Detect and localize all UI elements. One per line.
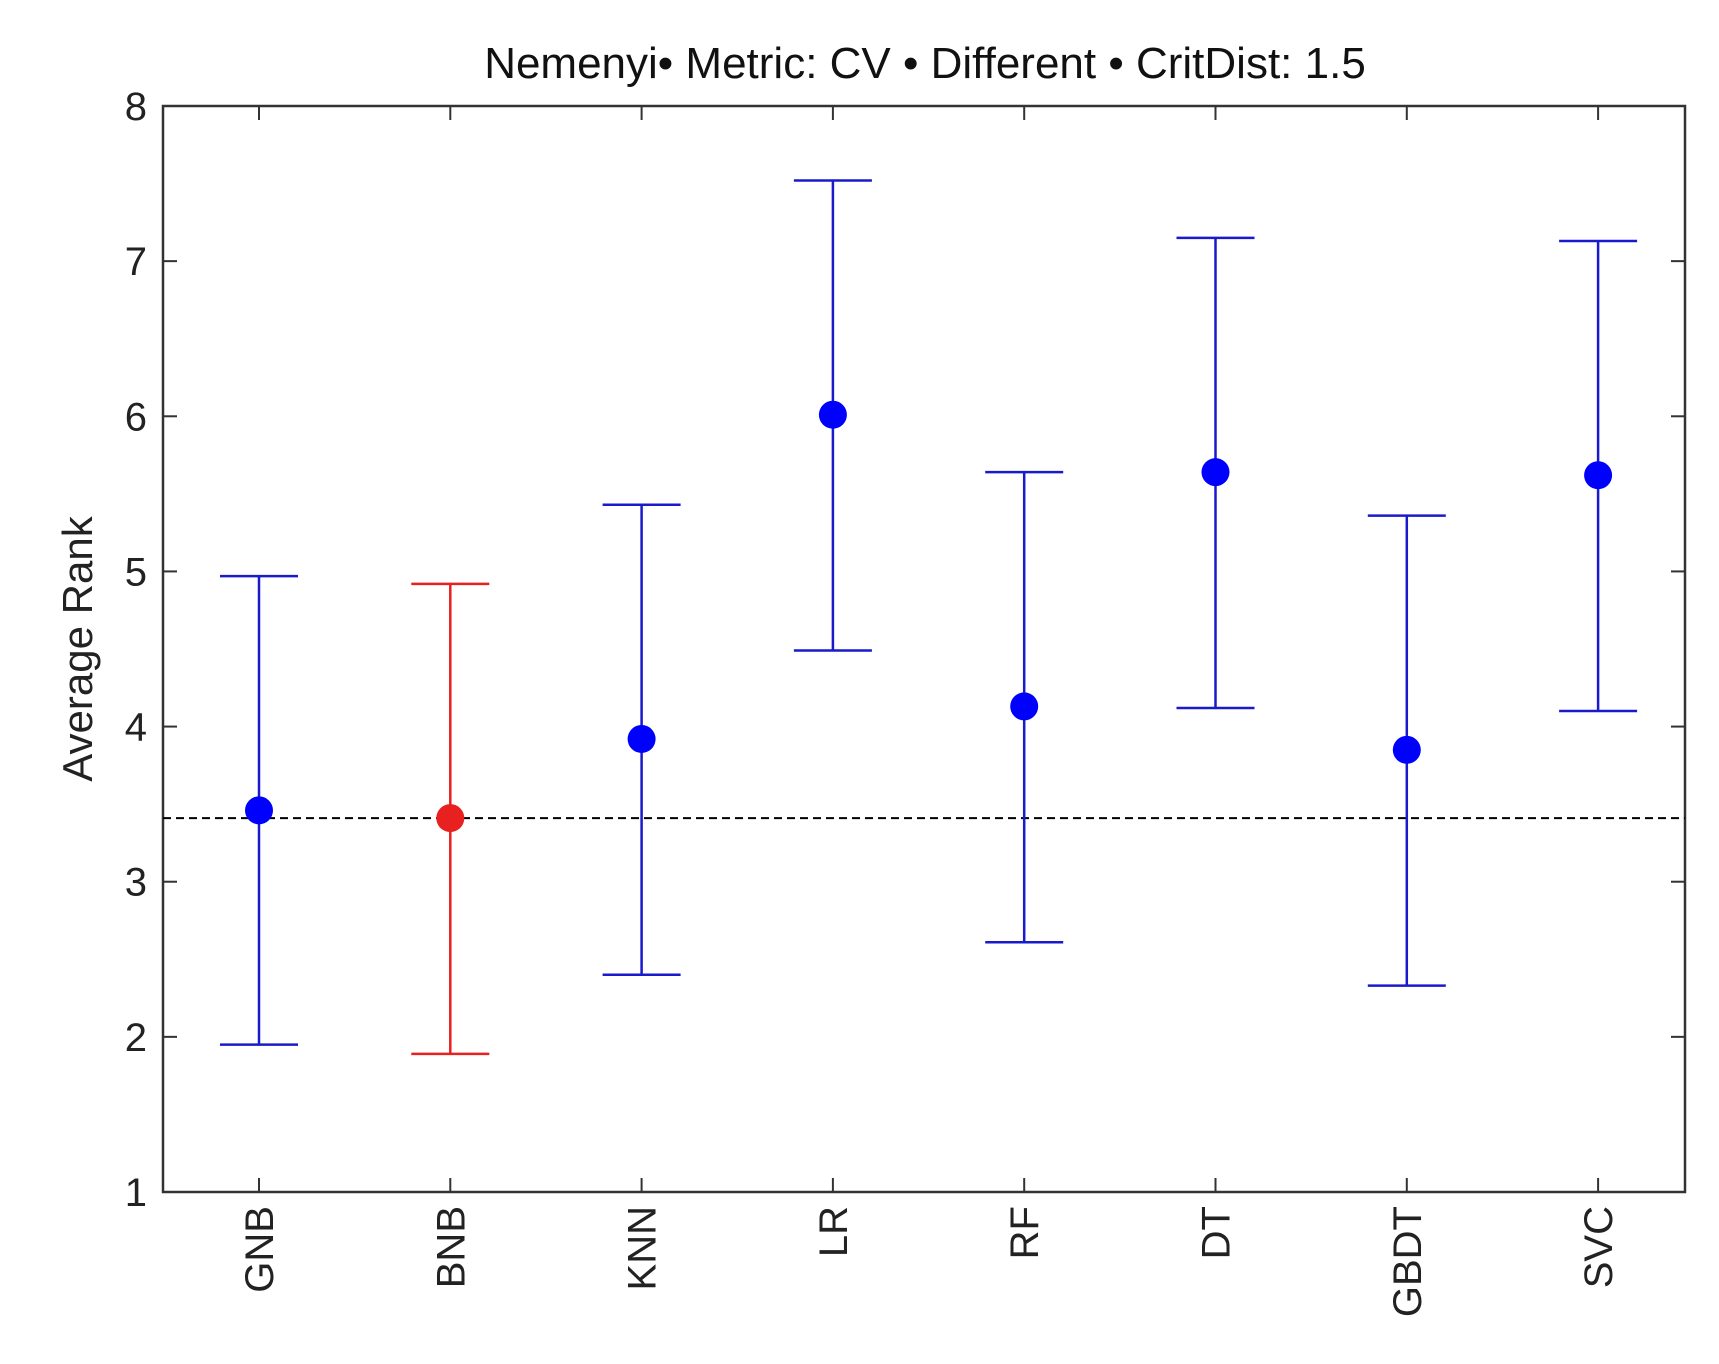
x-tick-label: KNN [621,1206,665,1290]
x-tick-label: GNB [238,1206,282,1293]
y-tick-label: 1 [125,1171,147,1215]
mean-markers [245,400,1613,833]
x-tick-label: SVC [1577,1206,1621,1288]
x-tick-label: RF [1003,1206,1047,1259]
x-tick-label: LR [812,1206,856,1257]
y-tick-label: 8 [125,85,147,129]
plot-area [161,104,1687,1194]
mean-marker [1584,461,1613,490]
x-tick-label: DT [1195,1206,1239,1259]
y-tick-label: 4 [125,706,147,750]
mean-marker [627,724,656,753]
mean-marker [1392,735,1421,764]
y-tick-label: 3 [125,861,147,905]
mean-marker [436,804,465,833]
y-tick-labels: 1 2 3 4 5 6 7 8 [125,85,147,1215]
y-tick-label: 5 [125,550,147,594]
mean-marker [245,796,273,825]
mean-marker [1201,458,1230,487]
mean-marker [1010,692,1039,721]
y-axis-label: Average Rank [54,515,101,781]
mean-marker [818,400,847,429]
y-tick-label: 7 [125,240,147,284]
x-tick-label: GBDT [1386,1206,1430,1317]
y-tick-label: 6 [125,395,147,439]
x-tick-label: BNB [429,1206,473,1288]
x-tick-labels: GNB BNB KNN LR RF DT GBDT SVC [238,1206,1621,1317]
chart-title: Nemenyi• Metric: CV • Different • CritDi… [484,39,1366,88]
y-tick-label: 2 [125,1016,147,1060]
axis-ticks [163,106,1685,1192]
